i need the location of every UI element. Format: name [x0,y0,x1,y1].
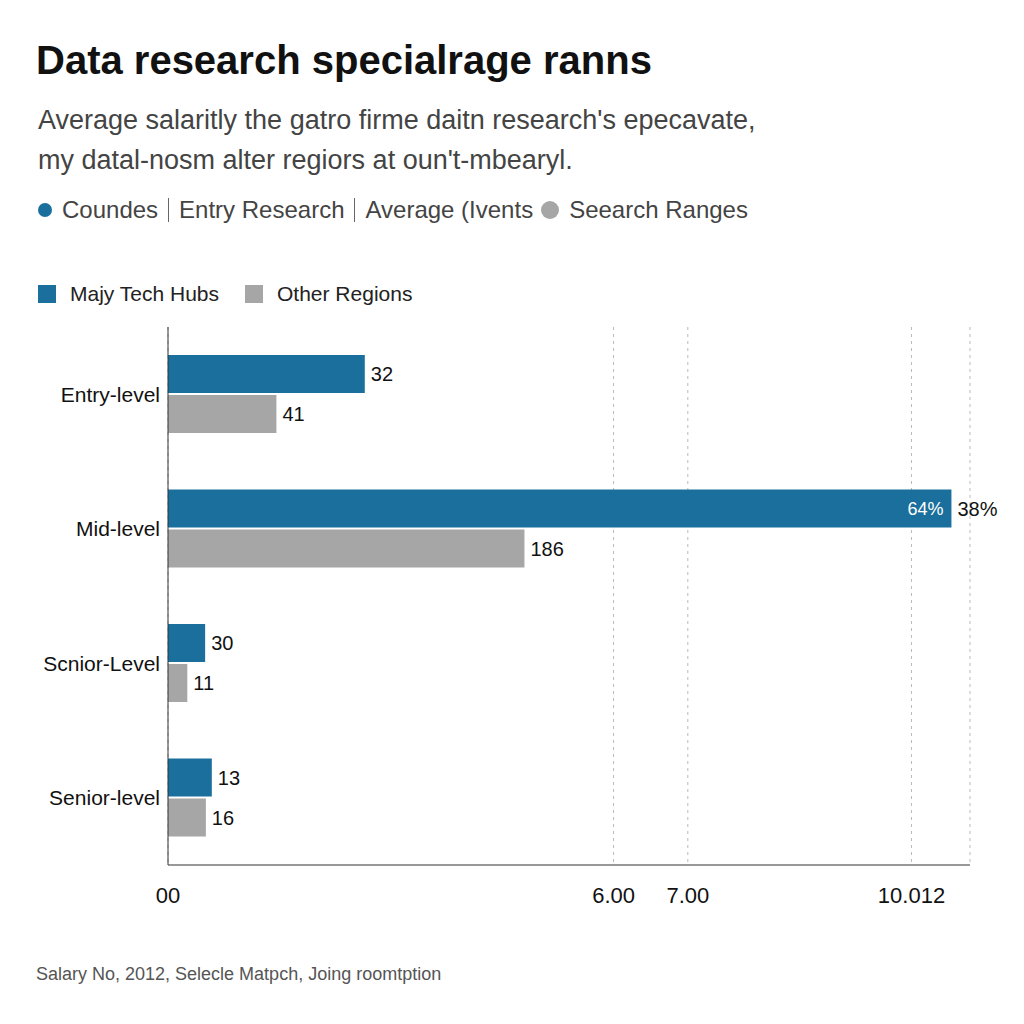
svg-text:Entry-level: Entry-level [61,383,160,406]
svg-text:7.00: 7.00 [666,883,709,908]
html-text:my datal-nosm alter regiors at: my datal-nosm alter regiors at oun't-mbe… [38,145,573,175]
html-text:Other Regions: Other Regions [277,282,413,305]
svg-text:30: 30 [211,632,233,654]
svg-text:41: 41 [282,403,304,425]
svg-text:Mid-level: Mid-level [76,517,160,540]
html-text:Entry Research: Entry Research [179,196,345,223]
svg-text:38%: 38% [957,498,997,520]
html-text:Data research specialrage rann: Data research specialrage ranns [36,38,652,82]
svg-text:13: 13 [218,767,240,789]
svg-text:00: 00 [156,883,180,908]
html-text:Average (Ivents: Average (Ivents [365,196,534,223]
svg-text:Scnior-Level: Scnior-Level [43,652,160,675]
svg-text:10.012: 10.012 [878,883,945,908]
svg-text:32: 32 [371,363,393,385]
html-text:Salary No, 2012, Selecle Matpc: Salary No, 2012, Selecle Matpch, Joing r… [36,964,442,984]
svg-text:64%: 64% [907,499,943,519]
html-text:Average salaritly the gatro fi: Average salaritly the gatro firme daitn … [38,105,756,135]
svg-text:Senior-level: Senior-level [49,786,160,809]
html-text:Seearch Ranges: Seearch Ranges [569,196,748,223]
svg-text:6.00: 6.00 [592,883,635,908]
html-text:Majy Tech Hubs: Majy Tech Hubs [70,282,219,305]
html-text:Coundes: Coundes [62,196,159,223]
svg-text:11: 11 [193,672,214,694]
svg-text:16: 16 [212,807,234,829]
svg-text:186: 186 [530,538,563,560]
